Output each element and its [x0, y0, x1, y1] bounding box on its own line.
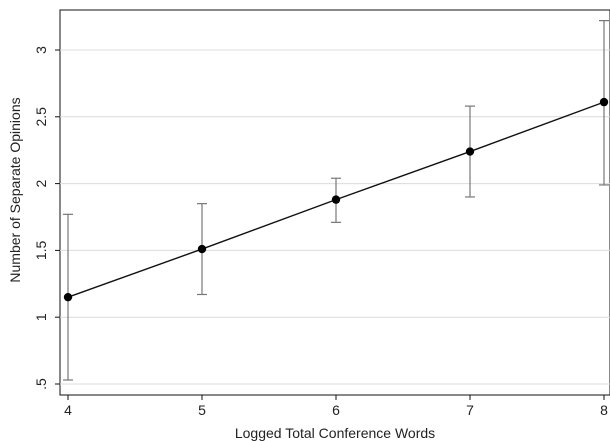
x-tick-label: 4	[64, 402, 72, 418]
x-tick-label: 5	[198, 402, 206, 418]
y-tick-label: .5	[33, 378, 49, 390]
x-tick-label: 7	[466, 402, 474, 418]
data-point	[465, 147, 475, 156]
x-axis-title: Logged Total Conference Words	[235, 425, 435, 441]
data-point	[599, 97, 609, 107]
x-tick-label: 8	[600, 402, 608, 418]
gridlines	[60, 49, 610, 385]
y-tick-label: 2	[33, 179, 49, 187]
axis-ticks: .5 1 1.5 2 2.5 3 4 5 6 7 8	[33, 46, 608, 418]
data-point	[63, 292, 73, 302]
y-tick-label: 2.5	[33, 107, 49, 127]
data-point	[331, 195, 341, 204]
y-axis-title: Number of Separate Opinions	[7, 97, 23, 282]
y-tick-label: 1	[33, 313, 49, 321]
x-tick-label: 6	[332, 402, 340, 418]
data-points	[63, 97, 609, 302]
y-tick-label: 1.5	[33, 240, 49, 260]
y-tick-label: 3	[33, 46, 49, 54]
data-point	[197, 244, 207, 254]
